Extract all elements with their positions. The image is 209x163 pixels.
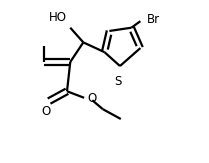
Text: S: S [115, 75, 122, 88]
Text: Br: Br [147, 13, 160, 26]
Text: HO: HO [49, 11, 67, 24]
Text: O: O [41, 105, 50, 118]
Text: O: O [87, 92, 97, 105]
